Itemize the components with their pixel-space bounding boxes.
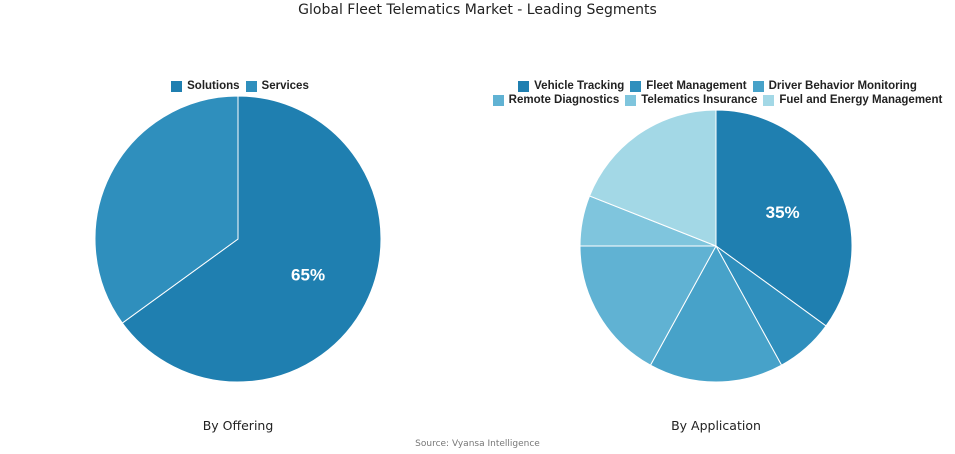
legend-swatch [763,94,775,106]
caption-by-offering: By Offering [202,418,274,433]
legend-item-services: Services [245,80,309,92]
pie-slice-fuel-and-energy-management [588,109,717,247]
legend-label: Telematics Insurance [641,94,758,106]
legend-label: Vehicle Tracking [534,80,625,92]
legend-swatch [171,80,183,92]
legend-label: Remote Diagnostics [508,94,620,106]
legend-by-application: Vehicle Tracking Fleet Management Driver B… [485,80,950,106]
chart-title: Global Fleet Telematics Market - Leading… [298,2,657,18]
legend-swatch [625,94,637,106]
legend-label: Fleet Management [646,80,747,92]
legend-label: Fuel and Energy Management [779,94,943,106]
legend-label: Driver Behavior Monitoring [768,80,917,92]
legend-by-offering: Solutions Services [120,80,360,92]
legend-item-driver-behavior-monitoring: Driver Behavior Monitoring [752,80,917,92]
caption-by-application: By Application [671,418,761,433]
legend-swatch [630,80,642,92]
data-label-solutions: 65% [291,266,325,285]
pie-slice-vehicle-tracking [715,109,853,327]
pie-slice-remote-diagnostics [579,245,717,366]
legend-swatch [518,80,530,92]
legend-item-fleet-management: Fleet Management [630,80,747,92]
pie-slice-solutions [121,95,382,383]
legend-swatch [492,94,504,106]
legend-item-vehicle-tracking: Vehicle Tracking [518,80,624,92]
legend-item-solutions: Solutions [171,80,240,92]
pie-slice-driver-behavior-monitoring [649,244,783,383]
source-note: Source: Vyansa Intelligence [415,439,540,449]
legend-item-remote-diagnostics: Remote Diagnostics [492,94,620,106]
legend-swatch [752,80,764,92]
legend-swatch [245,80,257,92]
data-label-vehicle-tracking: 35% [766,203,800,222]
pie-slice-services [94,95,239,324]
legend-item-telematics-insurance: Telematics Insurance [625,94,757,106]
legend-label: Services [261,80,309,92]
legend-item-fuel-and-energy-management: Fuel and Energy Management [763,94,942,106]
legend-label: Solutions [187,80,240,92]
